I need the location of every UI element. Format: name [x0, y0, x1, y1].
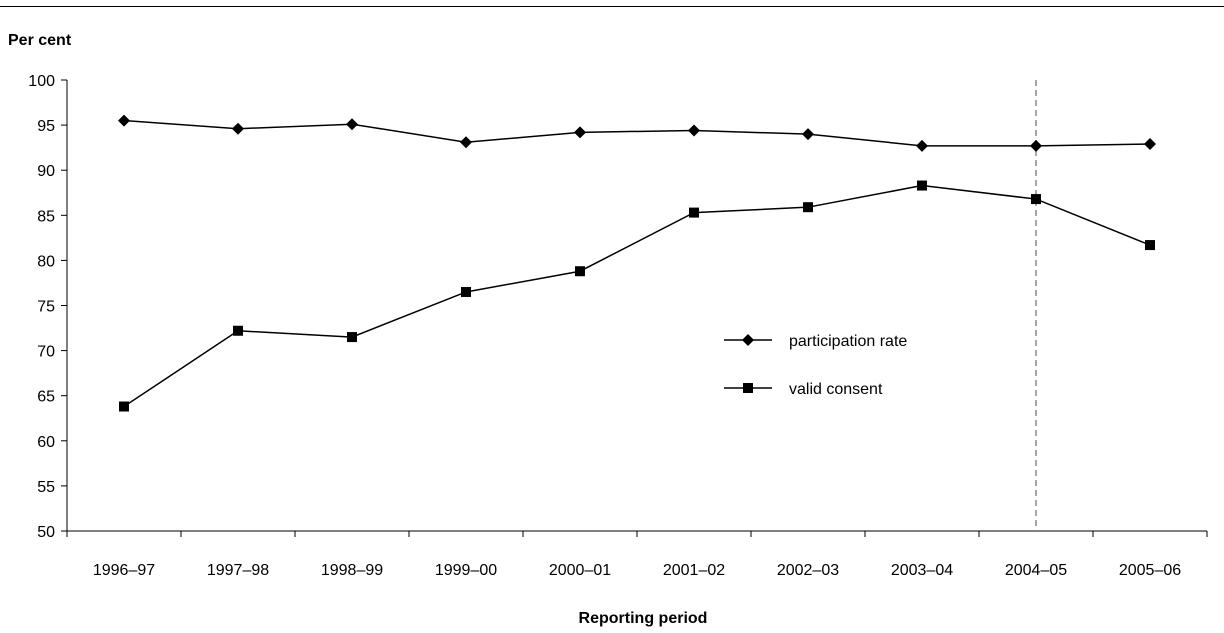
x-tick-label: 2000–01	[549, 562, 611, 579]
data-point-participation-rate	[232, 122, 244, 135]
data-point-participation-rate	[346, 118, 358, 131]
y-tick-label: 100	[28, 73, 55, 90]
x-tick-label: 1997–98	[207, 562, 269, 579]
x-tick-label: 1999–00	[435, 562, 497, 579]
y-axis-label: Per cent	[8, 32, 72, 49]
data-point-valid-consent	[917, 180, 927, 191]
y-tick-label: 55	[37, 479, 55, 496]
data-point-valid-consent	[347, 332, 357, 343]
y-axis: 50 55 60 65 70 75 80 85 90 95 100	[28, 73, 68, 541]
x-tick-label: 1996–97	[93, 562, 155, 579]
data-point-participation-rate	[460, 136, 472, 149]
data-point-valid-consent	[803, 202, 813, 213]
legend-item-valid-consent: valid consent	[724, 381, 883, 398]
legend-label-participation-rate: participation rate	[789, 333, 907, 350]
series-layer	[118, 114, 1156, 412]
data-point-valid-consent	[233, 325, 243, 336]
data-point-valid-consent	[689, 207, 699, 218]
data-point-participation-rate	[802, 128, 814, 141]
y-tick-label: 60	[37, 434, 55, 451]
y-tick-label: 75	[37, 299, 55, 316]
data-point-participation-rate	[1030, 139, 1042, 152]
data-point-participation-rate	[916, 139, 928, 152]
x-axis-label: Reporting period	[579, 610, 708, 627]
data-point-valid-consent	[461, 286, 471, 297]
data-point-valid-consent	[1031, 194, 1041, 205]
y-tick-label: 85	[37, 208, 55, 225]
data-point-valid-consent	[1145, 240, 1155, 251]
data-point-participation-rate	[688, 124, 700, 137]
y-tick-label: 50	[37, 524, 55, 541]
data-point-participation-rate	[118, 114, 130, 127]
x-axis: 1996–97 1997–98 1998–99 1999–00 2000–01 2001–…	[66, 530, 1208, 579]
x-tick-label: 2001–02	[663, 562, 725, 579]
data-point-valid-consent	[119, 401, 129, 412]
legend-marker-diamond	[742, 334, 754, 346]
series-participation-rate	[118, 114, 1156, 152]
x-tick-label: 2004–05	[1005, 562, 1067, 579]
y-tick-label: 90	[37, 163, 55, 180]
series-valid-consent	[119, 180, 1155, 412]
x-tick-label: 2002–03	[777, 562, 839, 579]
x-tick-label: 1998–99	[321, 562, 383, 579]
y-tick-label: 80	[37, 253, 55, 270]
legend-marker-square	[743, 383, 753, 393]
series-line-valid-consent	[123, 184, 1151, 408]
legend-label-valid-consent: valid consent	[789, 381, 883, 398]
series-line-participation-rate	[123, 119, 1151, 147]
x-tick-label: 2003–04	[891, 562, 953, 579]
legend: participation rate valid consent	[724, 333, 907, 398]
data-point-participation-rate	[574, 126, 586, 139]
y-tick-label: 95	[37, 118, 55, 135]
data-point-valid-consent	[575, 266, 585, 277]
legend-item-participation-rate: participation rate	[724, 333, 907, 350]
x-tick-label: 2005–06	[1119, 562, 1181, 579]
data-point-participation-rate	[1144, 138, 1156, 151]
y-tick-label: 65	[37, 389, 55, 406]
top-rule	[0, 6, 1224, 7]
y-tick-label: 70	[37, 344, 55, 361]
